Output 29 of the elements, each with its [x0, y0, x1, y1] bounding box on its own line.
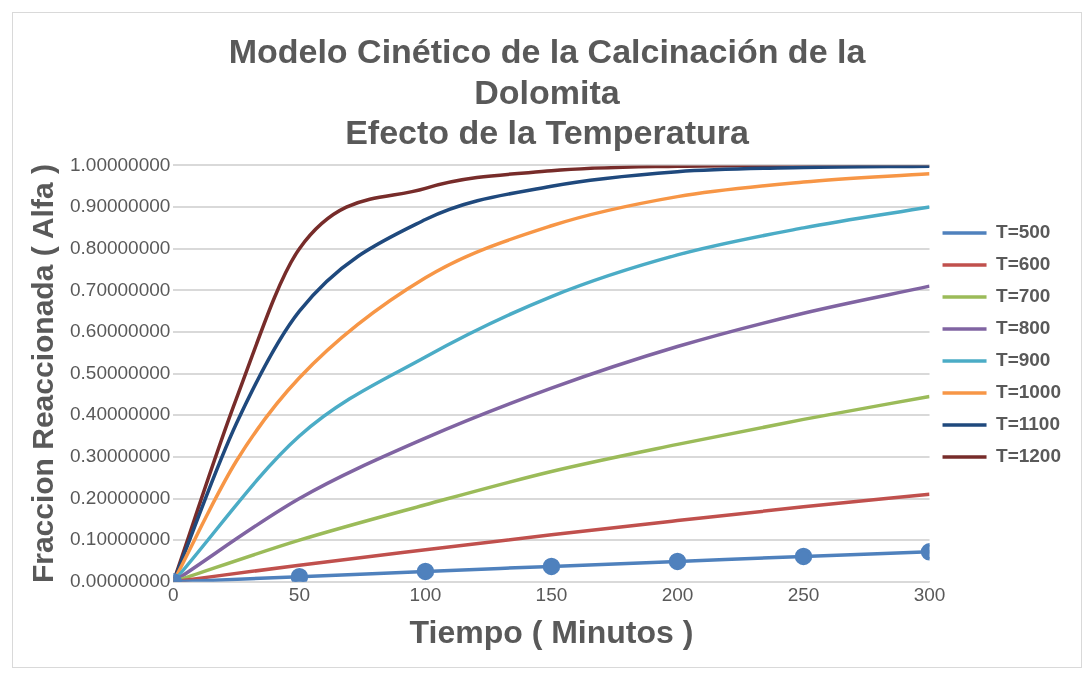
chart-title: Modelo Cinético de la Calcinación de la Dolomita — [228, 31, 867, 111]
x-tick-label: 100 — [409, 584, 442, 606]
legend-label: T=1100 — [996, 413, 1060, 435]
y-tick-label: 0.40000000 — [69, 403, 171, 425]
x-tick-label: 300 — [913, 584, 946, 606]
x-tick-label: 200 — [661, 584, 694, 606]
x-tick-label: 0 — [168, 584, 179, 606]
legend-label: T=600 — [996, 253, 1051, 275]
legend-label: T=800 — [996, 317, 1051, 339]
legend-label: T=1000 — [996, 381, 1062, 403]
y-tick-label: 0.80000000 — [69, 236, 171, 258]
legend-label: T=900 — [996, 349, 1051, 371]
y-tick-label: 0.50000000 — [69, 361, 171, 383]
x-tick-label: 250 — [787, 584, 820, 606]
y-axis-title: Fraccion Reaccionada ( Alfa ) — [26, 164, 60, 584]
chart-subtitle: Efecto de la Temperatura — [345, 113, 750, 152]
legend-label: T=700 — [996, 285, 1051, 307]
x-tick-label: 50 — [288, 584, 310, 606]
y-tick-label: 0.20000000 — [69, 486, 171, 508]
x-axis-title: Tiempo ( Minutos ) — [409, 613, 694, 650]
legend-label: T=500 — [996, 221, 1051, 243]
y-tick-label: 0.10000000 — [69, 528, 171, 550]
y-tick-label: 1.00000000 — [69, 153, 171, 175]
y-tick-label: 0.30000000 — [69, 445, 171, 467]
x-tick-label: 150 — [535, 584, 568, 606]
y-tick-label: 0.90000000 — [69, 195, 171, 217]
y-tick-label: 0.70000000 — [69, 278, 171, 300]
legend-label: T=1200 — [996, 445, 1062, 467]
y-tick-label: 0.60000000 — [69, 320, 171, 342]
